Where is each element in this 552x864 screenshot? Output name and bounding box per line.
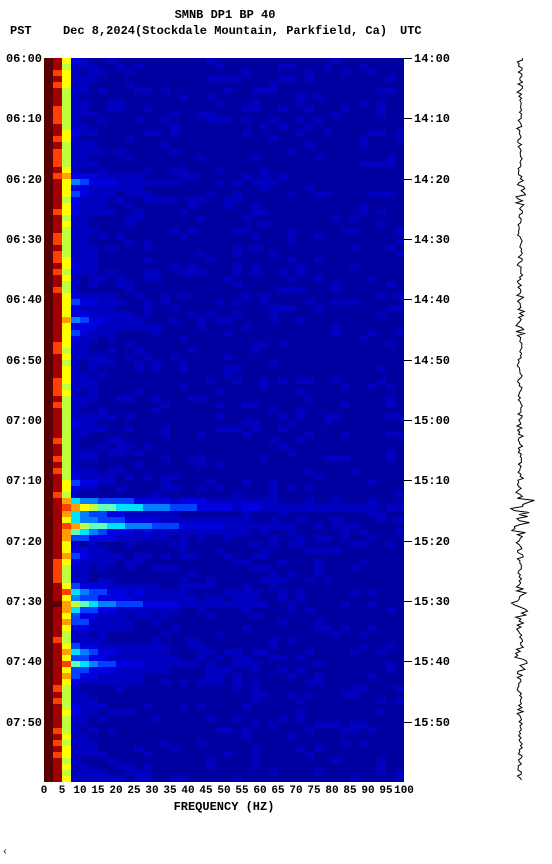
xtick: 90 [358, 785, 378, 797]
ytick-right: 15:10 [414, 474, 454, 488]
xtick: 85 [340, 785, 360, 797]
tick-mark [404, 299, 412, 300]
container: SMNB DP1 BP 40 PST Dec 8,2024(Stockdale … [0, 0, 552, 864]
seismogram-path [511, 58, 535, 780]
tick-mark [404, 722, 412, 723]
ytick-left: 06:30 [2, 233, 42, 247]
ytick-right: 14:30 [414, 233, 454, 247]
ytick-right: 14:40 [414, 293, 454, 307]
xtick: 95 [376, 785, 396, 797]
seismogram-trace [500, 58, 540, 782]
tick-mark [404, 239, 412, 240]
xtick: 5 [52, 785, 72, 797]
ytick-right: 15:40 [414, 655, 454, 669]
tick-mark [404, 541, 412, 542]
x-axis-label: FREQUENCY (HZ) [44, 800, 404, 814]
ytick-right: 15:30 [414, 595, 454, 609]
ytick-left: 06:00 [2, 52, 42, 66]
ytick-left: 07:10 [2, 474, 42, 488]
xtick: 40 [178, 785, 198, 797]
title: SMNB DP1 BP 40 [0, 8, 450, 22]
tick-mark [404, 58, 412, 59]
tick-mark [404, 480, 412, 481]
subtitle: Dec 8,2024(Stockdale Mountain, Parkfield… [0, 24, 450, 38]
xtick: 25 [124, 785, 144, 797]
ytick-right: 14:00 [414, 52, 454, 66]
xtick: 35 [160, 785, 180, 797]
ytick-left: 07:00 [2, 414, 42, 428]
ytick-left: 06:10 [2, 112, 42, 126]
spectrogram-row [44, 776, 404, 782]
ytick-left: 06:20 [2, 173, 42, 187]
tick-mark [404, 118, 412, 119]
ytick-right: 14:20 [414, 173, 454, 187]
xtick: 30 [142, 785, 162, 797]
xtick: 80 [322, 785, 342, 797]
xtick: 75 [304, 785, 324, 797]
xtick: 50 [214, 785, 234, 797]
xtick: 70 [286, 785, 306, 797]
ytick-left: 06:50 [2, 354, 42, 368]
ytick-left: 06:40 [2, 293, 42, 307]
xtick: 0 [34, 785, 54, 797]
ytick-right: 15:00 [414, 414, 454, 428]
ytick-left: 07:50 [2, 716, 42, 730]
watermark: ‹ [2, 847, 8, 858]
tick-mark [404, 360, 412, 361]
tick-mark [404, 420, 412, 421]
ytick-right: 15:50 [414, 716, 454, 730]
xtick: 10 [70, 785, 90, 797]
xtick: 45 [196, 785, 216, 797]
tick-mark [404, 601, 412, 602]
ytick-right: 15:20 [414, 535, 454, 549]
ytick-right: 14:50 [414, 354, 454, 368]
xtick: 100 [394, 785, 414, 797]
xtick: 20 [106, 785, 126, 797]
xtick: 60 [250, 785, 270, 797]
tick-mark [404, 661, 412, 662]
spectrogram-plot [44, 58, 404, 782]
tz-right-label: UTC [400, 24, 422, 38]
ytick-left: 07:40 [2, 655, 42, 669]
xtick: 55 [232, 785, 252, 797]
ytick-right: 14:10 [414, 112, 454, 126]
xtick: 65 [268, 785, 288, 797]
ytick-left: 07:20 [2, 535, 42, 549]
tick-mark [404, 179, 412, 180]
ytick-left: 07:30 [2, 595, 42, 609]
xtick: 15 [88, 785, 108, 797]
